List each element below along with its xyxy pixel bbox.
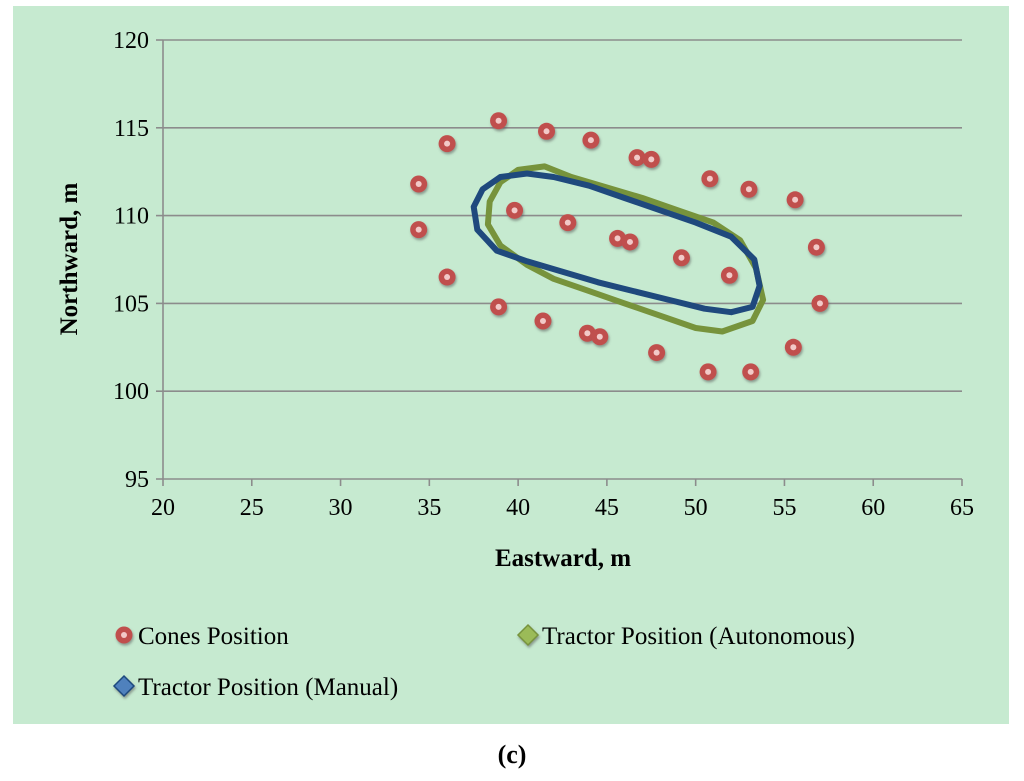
cone-marker-center [415,226,422,233]
cone-marker-center [596,333,603,340]
legend-label: Tractor Position (Manual) [138,674,398,701]
cone-marker [642,150,660,168]
cone-marker [490,112,508,130]
cone-marker-center [745,186,752,193]
cone-marker [410,221,428,239]
legend-label: Cones Position [138,623,289,650]
y-tick-label: 105 [113,291,149,317]
x-tick-label: 50 [684,495,708,521]
y-tick-label: 115 [114,116,149,142]
cone-marker [438,268,456,286]
cone-marker-center [444,140,451,147]
cone-marker [699,363,717,381]
y-axis-title: Northward, m [56,182,83,335]
cone-marker-center [813,244,820,251]
legend-marker-manual [112,674,136,698]
x-tick-label: 60 [861,495,885,521]
cone-marker [621,233,639,251]
cone-marker-center [543,128,550,135]
cone-marker-center [653,349,660,356]
cone-marker-center [648,156,655,163]
x-axis-title: Eastward, m [495,545,631,572]
plot-series [410,112,829,381]
cone-marker [591,328,609,346]
cone-marker [807,238,825,256]
cone-marker-center [587,137,594,144]
x-tick-label: 55 [772,495,796,521]
cone-marker [701,170,719,188]
legend-label: Tractor Position (Autonomous) [542,623,855,650]
cone-marker [410,175,428,193]
cone-marker-center [614,235,621,242]
y-tick-label: 110 [114,204,149,230]
cone-marker [784,338,802,356]
tick-labels: 95 100 105 110 115 120 20 25 30 35 40 45 50 55 60 65 [113,28,974,521]
x-tick-label: 45 [595,495,619,521]
gridlines [163,39,962,393]
x-tick-label: 35 [417,495,441,521]
cone-marker [534,312,552,330]
cone-marker-center [564,219,571,226]
cone-marker [740,180,758,198]
x-tick-label: 40 [506,495,530,521]
cone-marker [490,298,508,316]
x-tick-label: 20 [151,495,175,521]
cone-marker-center [444,274,451,281]
cone-marker [786,191,804,209]
y-tick-label: 100 [113,379,149,405]
cone-marker-center [705,368,712,375]
cone-marker-center [816,300,823,307]
axes [156,39,963,486]
cone-marker [438,135,456,153]
cone-marker [538,122,556,140]
cone-marker-center [584,330,591,337]
cone-marker-center [511,207,518,214]
cone-marker-center [747,368,754,375]
cone-marker-center [415,180,422,187]
y-tick-label: 95 [125,467,149,493]
cone-marker [742,363,760,381]
cone-marker-center [495,303,502,310]
cone-marker-center [706,175,713,182]
cone-marker [628,149,646,167]
cone-marker [811,294,829,312]
x-tick-label: 30 [329,495,353,521]
cone-marker-center [790,344,797,351]
chart-background [13,6,1009,724]
cone-marker-center [495,117,502,124]
manual-path [470,170,763,316]
cone-marker-center [626,238,633,245]
x-tick-label: 25 [240,495,264,521]
cone-marker [506,201,524,219]
cone-marker-center [678,254,685,261]
cone-marker-center [726,272,733,279]
cone-marker [582,131,600,149]
cone-marker-center [792,196,799,203]
cone-marker [720,266,738,284]
legend-marker-center [121,632,127,638]
legend-marker-cones [115,626,133,644]
cone-marker-center [634,154,641,161]
legend-marker-autonomous [516,623,540,647]
x-tick-label: 65 [950,495,974,521]
figure-caption: (c) [497,740,527,769]
y-tick-label: 120 [113,28,149,54]
cone-marker [648,344,666,362]
cone-marker-center [539,317,546,324]
cone-marker [559,214,577,232]
legend: Cones Position Tractor Position (Autonomo… [112,623,855,701]
autonomous-path [484,163,767,335]
cone-marker [672,249,690,267]
